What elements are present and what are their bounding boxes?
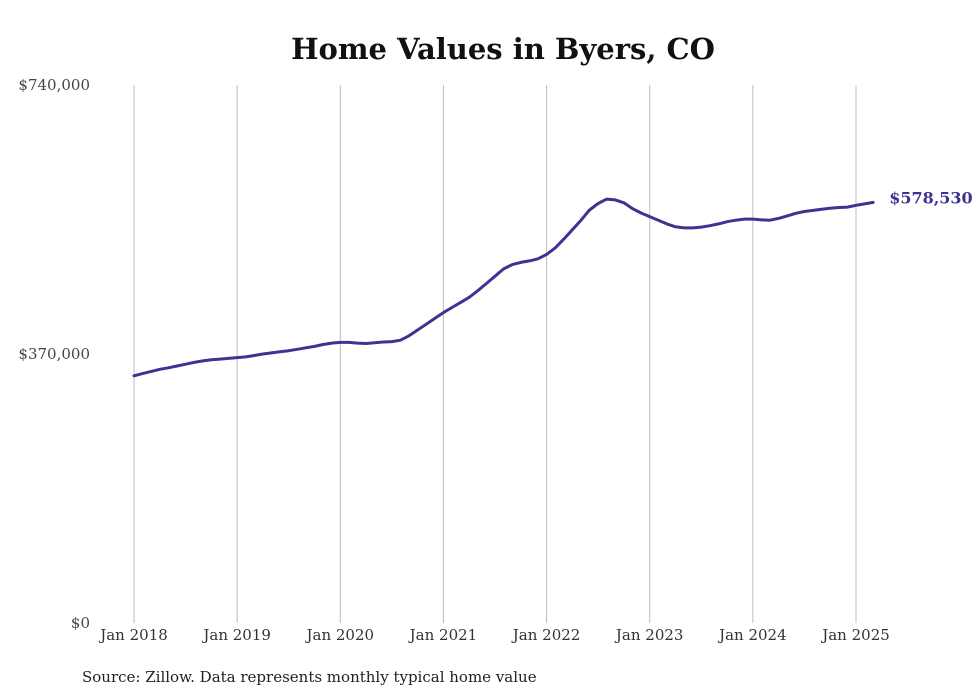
- y-tick-label: $370,000: [18, 345, 90, 363]
- x-tick-label: Jan 2025: [820, 626, 890, 644]
- x-tick-label: Jan 2019: [201, 626, 271, 644]
- y-axis-ticks: $0 $370,000 $740,000: [18, 76, 90, 632]
- series-layer: $578,530: [132, 188, 973, 378]
- x-axis-ticks: Jan 2018 Jan 2019 Jan 2020 Jan 2021 Jan 2022…: [98, 626, 890, 644]
- x-tick-label: Jan 2022: [511, 626, 581, 644]
- chart-title: Home Values in Byers, CO: [291, 32, 715, 66]
- x-tick-label: Jan 2024: [717, 626, 787, 644]
- end-value-label: $578,530: [889, 188, 973, 207]
- x-gridlines: [133, 85, 857, 623]
- source-note: Source: Zillow. Data represents monthly …: [82, 668, 537, 686]
- x-tick-label: Jan 2020: [305, 626, 375, 644]
- x-tick-label: Jan 2018: [98, 626, 168, 644]
- x-tick-label: Jan 2023: [614, 626, 684, 644]
- y-tick-label: $0: [71, 614, 90, 632]
- series-line: [132, 197, 875, 378]
- y-tick-label: $740,000: [18, 76, 90, 94]
- x-tick-label: Jan 2021: [408, 626, 478, 644]
